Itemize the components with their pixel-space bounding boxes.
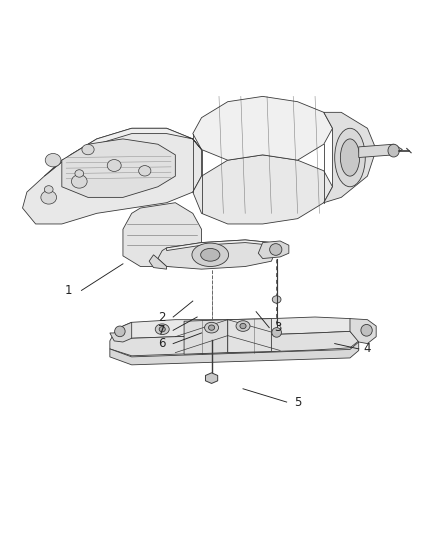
Ellipse shape bbox=[272, 328, 282, 337]
Ellipse shape bbox=[340, 139, 360, 176]
Ellipse shape bbox=[201, 248, 220, 261]
Polygon shape bbox=[44, 128, 201, 176]
Ellipse shape bbox=[45, 154, 61, 167]
Polygon shape bbox=[110, 332, 359, 356]
Ellipse shape bbox=[41, 191, 57, 204]
Ellipse shape bbox=[44, 185, 53, 193]
Ellipse shape bbox=[107, 159, 121, 172]
Polygon shape bbox=[324, 112, 376, 203]
Ellipse shape bbox=[75, 169, 84, 177]
Text: 1: 1 bbox=[65, 284, 72, 297]
Ellipse shape bbox=[192, 243, 229, 266]
Polygon shape bbox=[193, 96, 332, 160]
Polygon shape bbox=[123, 203, 201, 266]
Polygon shape bbox=[114, 317, 359, 338]
Polygon shape bbox=[359, 144, 403, 158]
Polygon shape bbox=[193, 155, 332, 224]
Text: 2: 2 bbox=[159, 311, 166, 324]
Polygon shape bbox=[149, 255, 166, 269]
Text: 5: 5 bbox=[294, 395, 301, 409]
Ellipse shape bbox=[240, 324, 246, 329]
Text: 4: 4 bbox=[364, 342, 371, 356]
Polygon shape bbox=[110, 342, 359, 365]
Polygon shape bbox=[184, 320, 228, 354]
Ellipse shape bbox=[208, 325, 215, 330]
Ellipse shape bbox=[205, 322, 219, 333]
Polygon shape bbox=[166, 240, 272, 251]
Ellipse shape bbox=[388, 144, 399, 157]
Ellipse shape bbox=[71, 175, 87, 188]
Text: 7: 7 bbox=[159, 324, 166, 337]
Ellipse shape bbox=[270, 244, 282, 255]
Text: 3: 3 bbox=[274, 321, 282, 334]
Polygon shape bbox=[350, 319, 376, 344]
Polygon shape bbox=[158, 240, 276, 269]
Ellipse shape bbox=[236, 321, 250, 332]
Polygon shape bbox=[205, 373, 218, 383]
Ellipse shape bbox=[159, 327, 165, 332]
Ellipse shape bbox=[155, 324, 169, 335]
Ellipse shape bbox=[82, 144, 94, 155]
Ellipse shape bbox=[139, 166, 151, 176]
Ellipse shape bbox=[272, 296, 281, 303]
Polygon shape bbox=[258, 241, 289, 259]
Polygon shape bbox=[62, 139, 175, 197]
Ellipse shape bbox=[115, 326, 125, 337]
Polygon shape bbox=[228, 319, 272, 353]
Polygon shape bbox=[22, 128, 201, 224]
Ellipse shape bbox=[361, 325, 372, 336]
Ellipse shape bbox=[335, 128, 365, 187]
Polygon shape bbox=[110, 322, 132, 342]
Text: 6: 6 bbox=[159, 337, 166, 350]
